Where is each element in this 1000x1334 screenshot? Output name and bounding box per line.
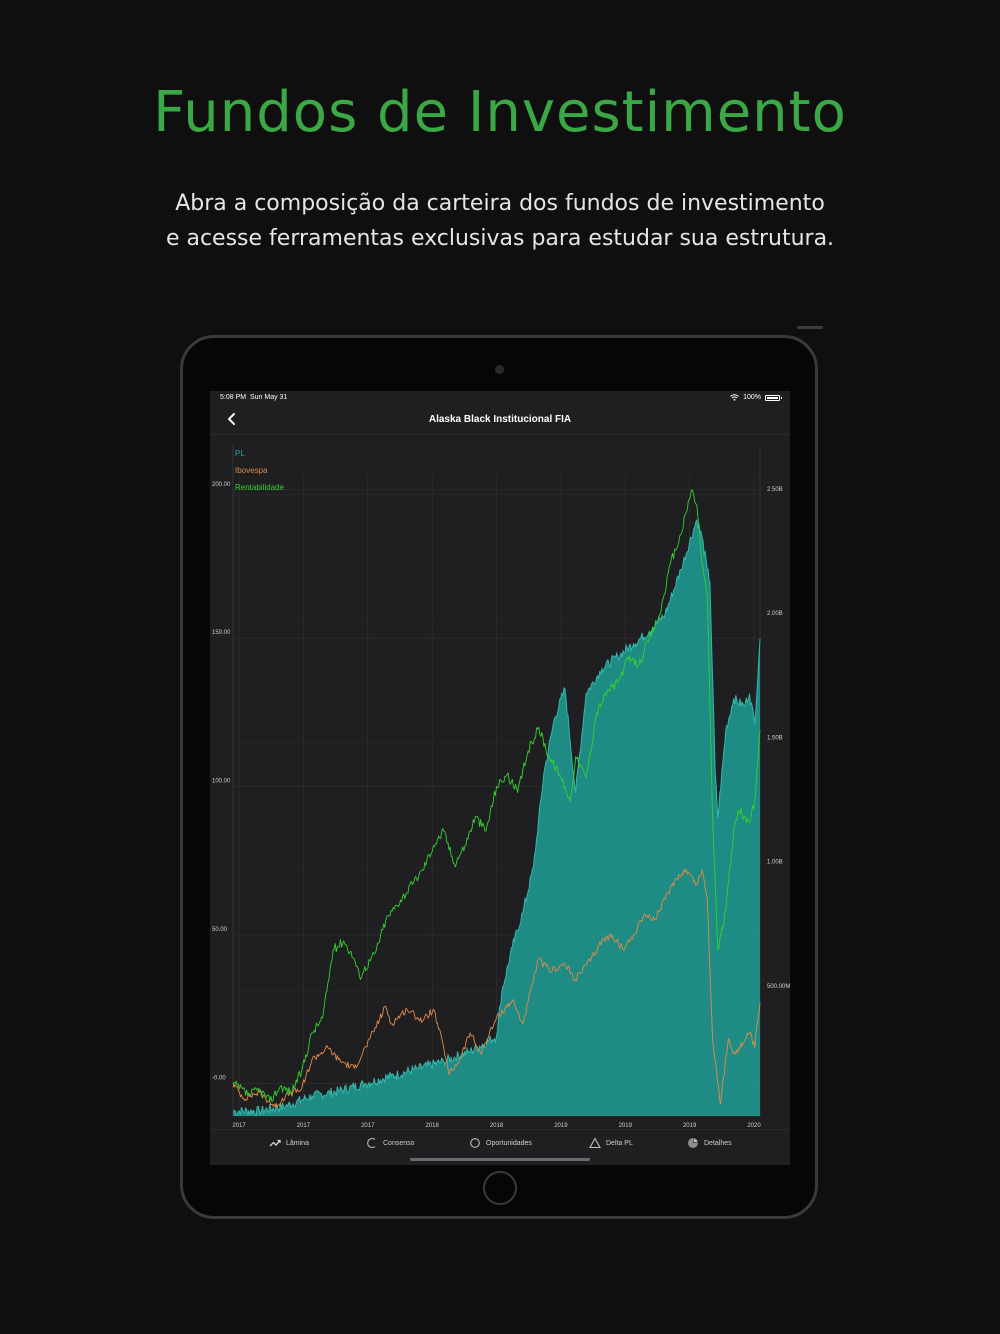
- tab-label-oportunidades: Oportunidades: [486, 1139, 532, 1147]
- status-clock: 5:08 PM: [220, 394, 247, 401]
- wifi-icon: [730, 394, 739, 401]
- y-left-tick-label: 150.00: [212, 630, 231, 636]
- fund-chart[interactable]: 2017 2017 2017 2018 2018 2019 2019 2019 2020 -0.0…: [210, 435, 790, 1129]
- legend-pl: PL: [235, 449, 245, 458]
- legend-ibovespa: Ibovespa: [235, 466, 268, 475]
- y-right-tick-label: 500.00M: [767, 984, 790, 990]
- app-screen: 5:08 PM Sun May 31 100% Alaska Black Ins…: [210, 391, 790, 1165]
- y-right-tick-label: 1.00B: [767, 860, 783, 866]
- x-tick-label: 2020: [747, 1123, 761, 1129]
- promo-title: Fundos de Investimento: [153, 80, 847, 145]
- x-tick-label: 2018: [490, 1123, 504, 1129]
- x-tick-label: 2019: [619, 1123, 633, 1129]
- y-left-tick-label: 50.00: [212, 927, 228, 933]
- circle-icon: [470, 1138, 480, 1148]
- series-pl-area: [232, 519, 761, 1117]
- promo-subtitle-line-2: e acesse ferramentas exclusivas para est…: [165, 226, 835, 251]
- tab-bar: Lâmina Consenso Oportunidades Delta PL: [210, 1129, 790, 1165]
- series-rentabilidade-line: [232, 489, 761, 1102]
- x-tick-label: 2019: [683, 1123, 697, 1129]
- battery-percent: 100%: [743, 394, 761, 401]
- series-ibovespa-line: [232, 868, 761, 1108]
- promo-subtitle: Abra a composição da carteira dos fundos…: [0, 186, 1000, 256]
- triangle-icon: [589, 1137, 601, 1149]
- arc-icon: [367, 1137, 376, 1149]
- x-tick-label: 2017: [232, 1123, 246, 1129]
- trend-line-icon: [269, 1139, 281, 1147]
- chevron-left-icon[interactable]: [224, 410, 240, 428]
- fund-title: Alaska Black Institucional FIA: [428, 414, 572, 425]
- tab-consenso[interactable]: Consenso: [366, 1137, 415, 1149]
- home-button[interactable]: [483, 1171, 517, 1205]
- tab-detalhes[interactable]: Detalhes: [687, 1137, 732, 1149]
- y-right-tick-label: 2.00B: [767, 611, 783, 617]
- status-bar: 5:08 PM Sun May 31 100%: [210, 391, 790, 405]
- x-tick-label: 2017: [297, 1123, 311, 1129]
- tab-label-detalhes: Detalhes: [704, 1139, 732, 1147]
- series-pl-area-fill: [233, 519, 760, 1116]
- y-left-tick-label: 100.00: [212, 779, 231, 785]
- status-time: 5:08 PM Sun May 31: [220, 394, 287, 401]
- y-right-tick-label: 2.50B: [767, 487, 783, 493]
- navigation-bar: Alaska Black Institucional FIA: [210, 405, 790, 435]
- legend-rentabilidade: Rentabilidade: [235, 483, 284, 492]
- x-tick-label: 2019: [554, 1123, 568, 1129]
- tab-label-lamina: Lâmina: [286, 1139, 309, 1147]
- tab-label-delta-pl: Delta PL: [606, 1139, 633, 1147]
- tab-lamina[interactable]: Lâmina: [269, 1137, 309, 1149]
- tablet-side-button: [797, 326, 823, 329]
- y-left-tick-label: -0.00: [212, 1075, 226, 1081]
- tab-oportunidades[interactable]: Oportunidades: [469, 1137, 532, 1149]
- x-tick-label: 2018: [425, 1123, 439, 1129]
- status-indicators: 100%: [730, 394, 782, 401]
- promo-subtitle-line-1: Abra a composição da carteira dos fundos…: [175, 191, 825, 216]
- x-tick-label: 2017: [361, 1123, 375, 1129]
- tab-label-consenso: Consenso: [383, 1139, 415, 1147]
- home-indicator: [410, 1158, 590, 1161]
- front-camera: [495, 365, 504, 374]
- y-left-tick-label: 200.00: [212, 482, 231, 488]
- y-right-tick-label: 1.50B: [767, 735, 783, 741]
- pie-icon: [688, 1138, 698, 1148]
- status-date: Sun May 31: [249, 394, 288, 401]
- battery-icon: [765, 394, 782, 401]
- tab-delta-pl[interactable]: Delta PL: [589, 1137, 633, 1149]
